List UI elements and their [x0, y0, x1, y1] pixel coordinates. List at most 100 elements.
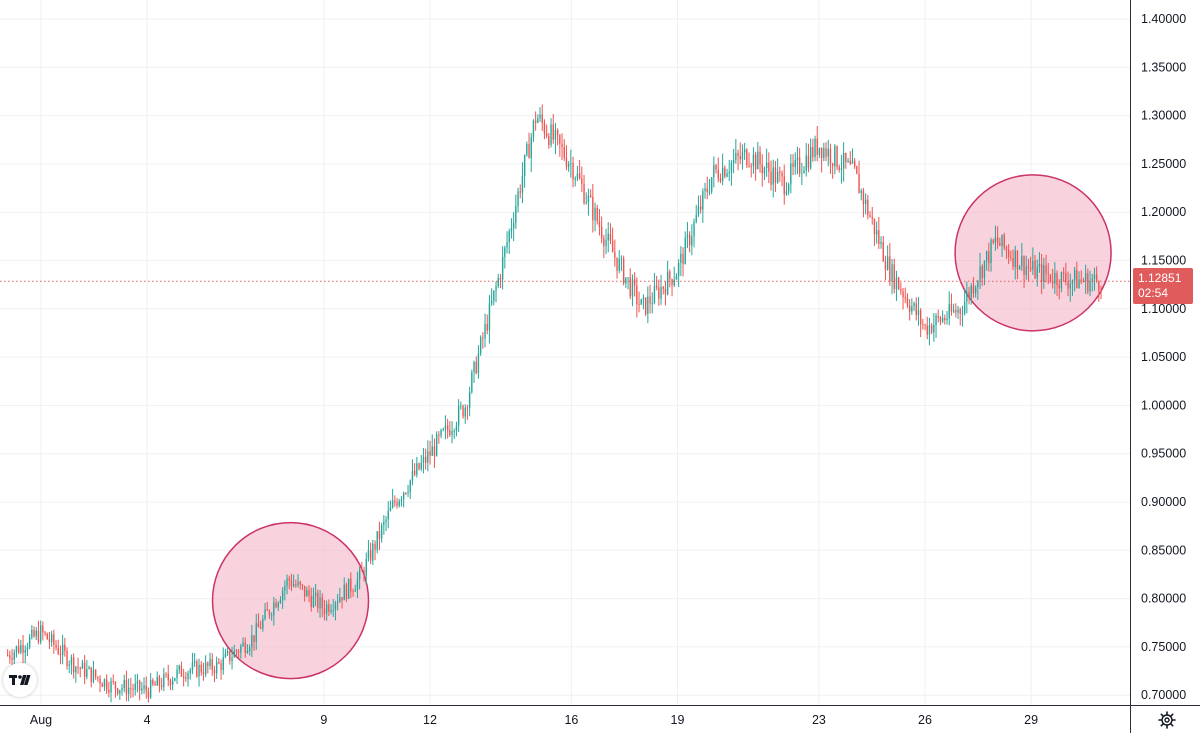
candle-body — [717, 169, 719, 179]
candle-body — [275, 602, 277, 608]
candle-body — [1034, 260, 1036, 279]
candle-body — [306, 590, 308, 597]
candle-body — [985, 251, 988, 261]
candle-body — [519, 191, 521, 193]
candle-body — [977, 281, 979, 288]
candle-body — [765, 162, 768, 168]
candle-body — [1067, 281, 1069, 289]
candle-body — [451, 431, 453, 436]
candle-body — [653, 285, 656, 304]
candle-body — [295, 584, 297, 586]
candle-body — [735, 152, 737, 161]
tradingview-logo-icon[interactable] — [3, 663, 37, 697]
candle-body — [660, 287, 662, 299]
candle-body — [224, 653, 227, 658]
candle-body — [361, 569, 363, 571]
candle-body — [1012, 258, 1014, 267]
candle-body — [484, 324, 486, 339]
candle-body — [567, 163, 570, 167]
candle-body — [860, 190, 862, 194]
candle-body — [103, 679, 106, 687]
candle-body — [908, 305, 911, 312]
candle-body — [776, 171, 779, 183]
candle-body — [156, 676, 158, 686]
gear-icon[interactable] — [1156, 709, 1178, 731]
candle-body — [48, 639, 51, 643]
candle-body — [345, 584, 348, 599]
candle-body — [721, 167, 724, 182]
candle-body — [233, 650, 235, 658]
candle-body — [37, 630, 40, 642]
candle-body — [946, 318, 948, 321]
candle-body — [574, 178, 576, 180]
candle-body — [138, 680, 141, 691]
candle-body — [622, 258, 625, 284]
candle-body — [812, 147, 814, 158]
candle-body — [970, 285, 972, 298]
candle-body — [383, 521, 385, 526]
candle-body — [633, 279, 636, 286]
candle-body — [499, 277, 502, 280]
candle-body — [688, 234, 691, 246]
y-tick-label: 1.15000 — [1141, 254, 1186, 268]
price-axis[interactable]: 0.70000 0.75000 0.80000 0.85000 0.90000 0.950… — [1141, 12, 1186, 702]
candle-body — [431, 446, 433, 456]
candle-body — [363, 570, 365, 576]
candle-body — [367, 550, 370, 560]
y-tick-label: 1.05000 — [1141, 350, 1186, 364]
candle-body — [455, 425, 458, 431]
countdown-label: 02:54 — [1138, 286, 1169, 300]
candle-body — [358, 569, 361, 580]
candle-body — [61, 644, 64, 656]
candle-body — [479, 337, 482, 354]
candle-body — [1029, 268, 1032, 270]
candle-body — [752, 154, 755, 167]
candle-body — [303, 585, 306, 597]
candle-body — [1065, 273, 1067, 282]
candle-body — [684, 237, 686, 265]
highlight-circle — [211, 521, 370, 680]
candle-body — [640, 299, 642, 305]
candle-body — [911, 306, 913, 312]
candle-body — [1003, 234, 1005, 248]
candle-body — [1093, 274, 1096, 279]
candle-body — [83, 662, 86, 677]
candle-body — [818, 147, 821, 155]
candle-body — [446, 425, 449, 431]
candle-body — [550, 124, 552, 145]
candle-body — [462, 405, 464, 417]
candle-body — [919, 310, 922, 325]
candle-body — [495, 286, 497, 291]
candle-body — [515, 206, 517, 224]
time-axis[interactable]: Aug 4 9 12 16 19 23 26 29 — [30, 713, 1038, 727]
candle-body — [127, 687, 130, 695]
candle-body — [963, 301, 966, 314]
candle-body — [1071, 280, 1074, 284]
candle-body — [20, 645, 22, 653]
candle-body — [587, 195, 590, 203]
candle-body — [917, 310, 920, 316]
candle-body — [15, 646, 18, 653]
candle-body — [644, 297, 647, 314]
candle-body — [607, 233, 609, 241]
candle-body — [565, 157, 568, 167]
candle-body — [497, 277, 499, 287]
candle-body — [391, 500, 394, 508]
x-tick-label: 29 — [1024, 713, 1038, 727]
candle-body — [22, 645, 24, 653]
candle-body — [739, 156, 741, 160]
candle-body — [1049, 274, 1052, 281]
candle-body — [94, 669, 97, 677]
candle-body — [253, 635, 255, 642]
candle-body — [994, 237, 997, 243]
candle-body — [325, 604, 328, 614]
candle-body — [1018, 266, 1021, 270]
candle-body — [708, 191, 711, 193]
candle-body — [185, 677, 187, 679]
candle-body — [768, 162, 770, 172]
candle-body — [270, 615, 273, 616]
candle-body — [279, 599, 282, 603]
candle-body — [1016, 250, 1019, 270]
candle-body — [11, 658, 13, 660]
